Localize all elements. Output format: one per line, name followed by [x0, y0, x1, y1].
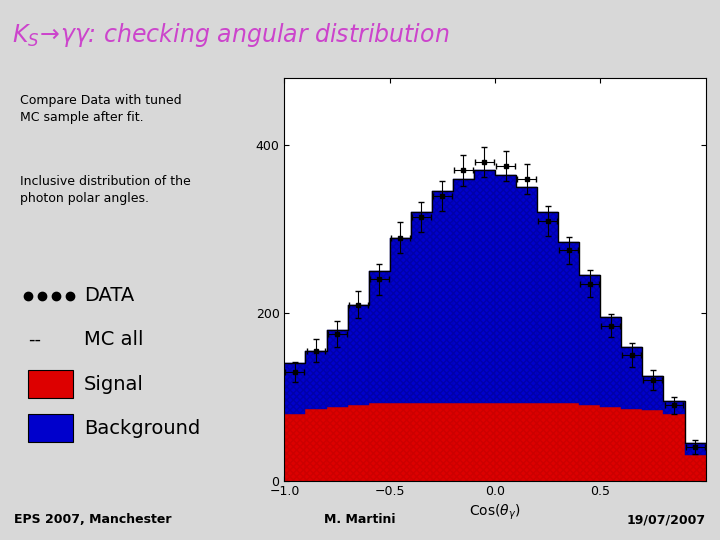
Bar: [410, 212, 432, 403]
Bar: [642, 376, 663, 410]
Bar: [432, 192, 453, 403]
Text: Background: Background: [84, 419, 200, 438]
Text: Signal: Signal: [84, 375, 144, 394]
Bar: [453, 179, 474, 403]
Bar: [664, 401, 685, 414]
Bar: [685, 455, 706, 481]
Bar: [558, 242, 579, 403]
Text: Compare Data with tuned
MC sample after fit.: Compare Data with tuned MC sample after …: [19, 94, 181, 124]
Bar: [348, 305, 369, 405]
Bar: [410, 403, 432, 481]
Bar: [537, 403, 558, 481]
Text: 19/07/2007: 19/07/2007: [626, 514, 706, 526]
Bar: [305, 409, 327, 481]
Bar: [621, 409, 642, 481]
Bar: [453, 403, 474, 481]
Bar: [369, 403, 390, 481]
Text: --: --: [28, 331, 41, 349]
Text: EPS 2007, Manchester: EPS 2007, Manchester: [14, 514, 172, 526]
Bar: [600, 317, 621, 407]
Bar: [495, 174, 516, 403]
Bar: [579, 405, 600, 481]
Text: $K_S\!\rightarrow\!\gamma\gamma$: checking angular distribution: $K_S\!\rightarrow\!\gamma\gamma$: checki…: [12, 21, 449, 49]
Bar: [432, 403, 453, 481]
Bar: [390, 403, 410, 481]
Text: MC all: MC all: [84, 330, 144, 349]
Bar: [558, 403, 579, 481]
Bar: [685, 443, 706, 455]
Bar: [642, 410, 663, 481]
Bar: [284, 414, 305, 481]
Text: Inclusive distribution of the
photon polar angles.: Inclusive distribution of the photon pol…: [19, 175, 190, 205]
Bar: [516, 187, 537, 403]
Bar: [327, 330, 348, 407]
Bar: [600, 407, 621, 481]
Text: M. Martini: M. Martini: [324, 514, 396, 526]
Bar: [579, 275, 600, 405]
Bar: [390, 238, 410, 403]
Bar: [474, 171, 495, 403]
Bar: [305, 350, 327, 409]
Bar: [537, 212, 558, 403]
Bar: [348, 405, 369, 481]
Text: DATA: DATA: [84, 286, 135, 305]
Bar: [28, 370, 73, 398]
X-axis label: $\mathrm{Cos}(\theta_{\gamma})$: $\mathrm{Cos}(\theta_{\gamma})$: [469, 503, 521, 522]
Bar: [664, 414, 685, 481]
Bar: [474, 403, 495, 481]
Bar: [327, 407, 348, 481]
Bar: [369, 271, 390, 403]
Bar: [284, 363, 305, 414]
Bar: [28, 414, 73, 442]
Bar: [495, 403, 516, 481]
Bar: [516, 403, 537, 481]
Bar: [621, 347, 642, 409]
